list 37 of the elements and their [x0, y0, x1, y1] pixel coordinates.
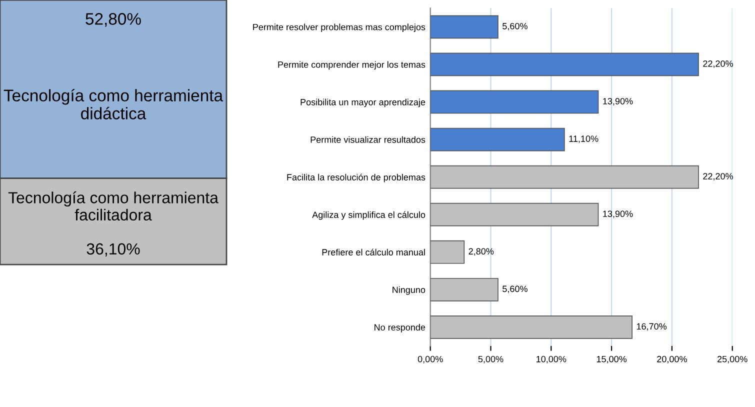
y-tick-label: Permite comprender mejor los temas: [278, 61, 426, 70]
x-tick-label: 0,00%: [418, 356, 443, 364]
x-tick-label: 5,00%: [478, 356, 504, 364]
bar: [430, 278, 498, 302]
y-tick-label: Ninguno: [392, 286, 426, 295]
x-tick-label: 25,00%: [717, 356, 748, 364]
bar: [430, 52, 699, 76]
bar: [430, 15, 498, 39]
bar: [430, 240, 465, 264]
data-label: 16,70%: [636, 323, 667, 331]
data-label: 11,10%: [569, 136, 598, 143]
text: 36,10%: [86, 243, 140, 256]
y-tick-label: Permite resolver problemas mas complejos: [253, 24, 426, 32]
y-tick-label: Permite visualizar resultados: [310, 136, 426, 143]
data-label: 5,60%: [502, 22, 528, 30]
x-tick-label: 15,00%: [596, 356, 627, 364]
bar: [430, 316, 633, 339]
y-tick-label: Posibilita un mayor aprendizaje: [300, 98, 426, 108]
x-tick-label: 20,00%: [657, 356, 687, 364]
data-label: 22,20%: [703, 173, 733, 181]
bar: [430, 90, 599, 114]
y-tick-label: Agiliza y simplifica el cálculo: [312, 211, 426, 220]
y-tick-label: Facilita la resolución de problemas: [287, 174, 426, 182]
bar: [430, 202, 599, 226]
y-tick-label: Prefiere el cálculo manual: [322, 248, 425, 256]
x-tick-label: 10,00%: [536, 356, 566, 364]
data-label: 13,90%: [603, 98, 633, 106]
text: Tecnología como herramienta didáctica: [4, 88, 224, 120]
text: 52,80%: [86, 13, 141, 27]
text: Tecnología como herramienta facilitadora: [8, 191, 218, 221]
bar: [430, 128, 565, 152]
data-label: 22,20%: [703, 60, 733, 68]
data-label: 2,80%: [468, 248, 494, 256]
y-tick-label: No responde: [374, 324, 426, 332]
data-label: 5,60%: [502, 286, 528, 294]
bar: [430, 165, 699, 189]
data-label: 13,90%: [603, 210, 633, 218]
